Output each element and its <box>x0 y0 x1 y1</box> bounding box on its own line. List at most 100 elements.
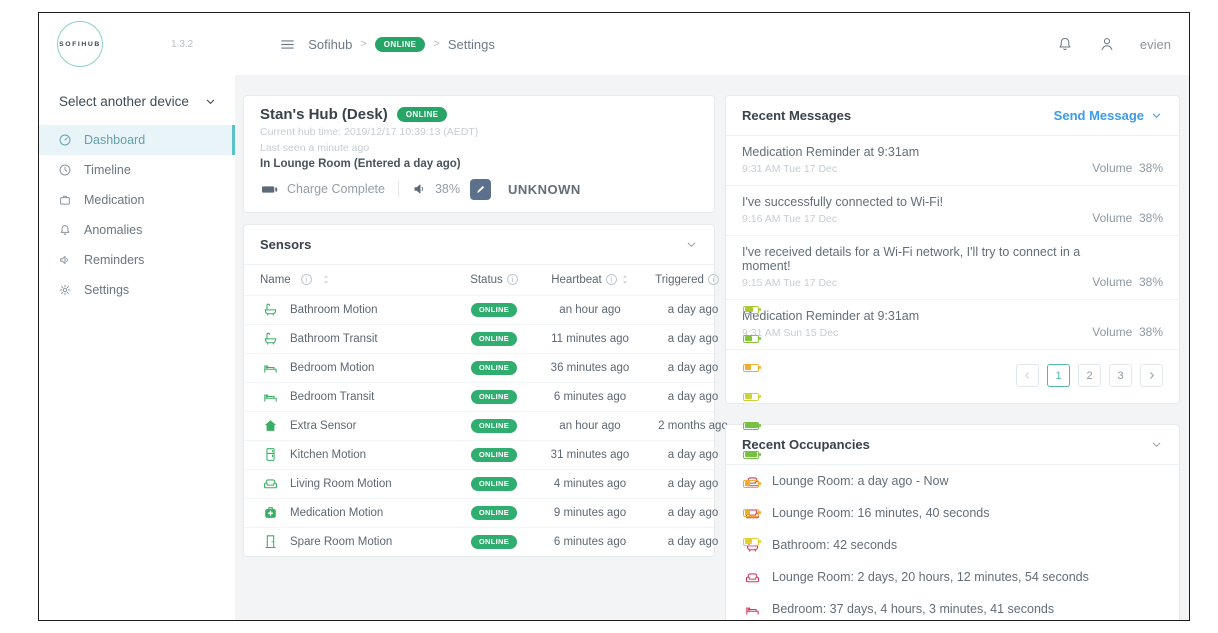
sidebar-item-settings[interactable]: Settings <box>39 275 235 305</box>
sensor-name: Bedroom Motion <box>290 361 375 374</box>
chevron-down-icon[interactable] <box>1150 438 1163 451</box>
message-volume: Volume 38% <box>1092 275 1163 289</box>
heartbeat-value: 11 minutes ago <box>551 332 629 345</box>
couch-icon <box>260 475 280 492</box>
next-page-button[interactable] <box>1140 364 1163 387</box>
triggered-value: a day ago <box>667 448 719 461</box>
message-text: Medication Reminder at 9:31am <box>742 145 920 159</box>
gear-icon <box>58 283 72 297</box>
occupancy-text: Bathroom: 42 seconds <box>772 538 898 552</box>
sofihub-logo: SOFIHUB <box>57 21 103 67</box>
column-header-name: Name i <box>244 274 451 286</box>
sidebar-item-label: Settings <box>84 283 130 297</box>
page-button-3[interactable]: 3 <box>1109 364 1132 387</box>
sidebar-item-label: Medication <box>84 193 145 207</box>
charge-label: Charge Complete <box>287 182 385 196</box>
breadcrumb-separator: > <box>433 38 440 50</box>
battery-level-icon <box>743 479 761 488</box>
bed-icon <box>260 388 280 405</box>
message-volume: Volume 38% <box>1092 161 1163 175</box>
heartbeat-value: 4 minutes ago <box>553 477 627 490</box>
page-button-1[interactable]: 1 <box>1047 364 1070 387</box>
status-badge: ONLINE <box>470 418 518 433</box>
message-time: 9:31 AM Tue 17 Dec <box>742 163 838 175</box>
breadcrumb-hub[interactable]: Sofihub <box>308 36 353 52</box>
sidebar-item-label: Timeline <box>84 163 131 177</box>
couch-icon <box>742 569 762 586</box>
bell-icon <box>58 223 72 237</box>
battery-level-icon <box>743 334 761 343</box>
prev-page-button[interactable] <box>1016 364 1039 387</box>
occupancy-text: Lounge Room: a day ago - Now <box>772 474 949 488</box>
heartbeat-value: 9 minutes ago <box>553 506 627 519</box>
status-badge: ONLINE <box>470 389 518 404</box>
house-icon <box>260 417 280 434</box>
bell-icon[interactable] <box>1056 35 1074 53</box>
heartbeat-value: 6 minutes ago <box>553 390 627 403</box>
status-badge: ONLINE <box>470 447 518 462</box>
heartbeat-value: 36 minutes ago <box>550 361 630 374</box>
sidebar-item-anomalies[interactable]: Anomalies <box>39 215 235 245</box>
send-message-button[interactable]: Send Message <box>1054 108 1163 123</box>
occupancy-item: Bathroom: 42 seconds <box>726 529 1179 561</box>
message-volume: Volume 38% <box>1092 211 1163 225</box>
edit-volume-button[interactable] <box>470 178 491 200</box>
hamburger-icon[interactable] <box>279 36 296 53</box>
sidebar-item-reminders[interactable]: Reminders <box>39 245 235 275</box>
breadcrumb-separator: > <box>360 38 367 50</box>
battery-level-icon <box>743 508 761 517</box>
message-item: Medication Reminder at 9:31am 9:31 AM Sun… <box>726 300 1179 350</box>
top-bar: SOFIHUB 1.3.2 Sofihub > ONLINE > Setting… <box>39 13 1189 75</box>
clock-icon <box>58 163 72 177</box>
page-button-2[interactable]: 2 <box>1078 364 1101 387</box>
breadcrumb: Sofihub > ONLINE > Settings <box>308 36 495 52</box>
logo-text: SOFIHUB <box>59 40 101 48</box>
table-row: Bathroom Transit ONLINE 11 minutes ago a da… <box>244 323 761 353</box>
hub-location: In Lounge Room (Entered a day ago) <box>260 157 461 170</box>
chevron-down-icon[interactable] <box>685 238 698 251</box>
info-icon: i <box>300 274 312 285</box>
breadcrumb-page: Settings <box>447 36 495 52</box>
bathtub-icon <box>260 330 280 347</box>
person-icon[interactable] <box>1098 35 1116 53</box>
hub-title: Stan's Hub (Desk) <box>260 106 388 123</box>
occupancy-item: Bedroom: 37 days, 4 hours, 3 minutes, 41… <box>726 593 1179 620</box>
triggered-value: a day ago <box>667 390 719 403</box>
sidebar-item-medication[interactable]: Medication <box>39 185 235 215</box>
heartbeat-value: an hour ago <box>559 419 621 432</box>
sort-icon[interactable] <box>621 274 629 285</box>
medkit-icon <box>260 504 280 521</box>
sensor-name: Spare Room Motion <box>290 535 393 548</box>
sensors-table-body: Bathroom Motion ONLINE an hour ago a day ag… <box>244 294 761 556</box>
chevron-down-icon <box>204 95 217 108</box>
sidebar-item-timeline[interactable]: Timeline <box>39 155 235 185</box>
speaker-icon <box>58 253 72 267</box>
device-selector[interactable]: Select another device <box>39 88 235 125</box>
sort-icon[interactable] <box>322 274 330 285</box>
sensor-name: Bathroom Transit <box>290 332 378 345</box>
column-header-status: Status i <box>451 274 537 286</box>
version-label: 1.3.2 <box>171 38 194 50</box>
status-badge: ONLINE <box>470 505 518 520</box>
occupancy-item: Lounge Room: 16 minutes, 40 seconds <box>726 497 1179 529</box>
occupancies-title: Recent Occupancies <box>742 437 870 452</box>
pencil-icon <box>475 183 487 195</box>
occupancies-panel: Recent Occupancies Lounge Room: a day ag… <box>725 424 1180 620</box>
bed-icon <box>260 359 280 376</box>
device-selector-label: Select another device <box>59 94 189 109</box>
status-badge: ONLINE <box>470 360 518 375</box>
sensor-name: Bedroom Transit <box>290 390 375 403</box>
hub-time: Current hub time: 2019/12/17 10:39:13 (A… <box>260 126 479 138</box>
table-row: Kitchen Motion ONLINE 31 minutes ago a day … <box>244 439 761 469</box>
app-window: SOFIHUB 1.3.2 Sofihub > ONLINE > Setting… <box>38 12 1190 621</box>
sensors-title: Sensors <box>260 236 312 252</box>
heartbeat-value: 6 minutes ago <box>553 535 627 548</box>
sidebar-item-dashboard[interactable]: Dashboard <box>39 125 235 155</box>
status-badge: ONLINE <box>470 331 518 346</box>
message-time: 9:16 AM Tue 17 Dec <box>742 213 838 225</box>
message-volume: Volume 38% <box>1092 325 1163 339</box>
triggered-value: a day ago <box>667 477 719 490</box>
username[interactable]: evien <box>1139 36 1171 52</box>
hub-last-seen: Last seen a minute ago <box>260 141 370 154</box>
